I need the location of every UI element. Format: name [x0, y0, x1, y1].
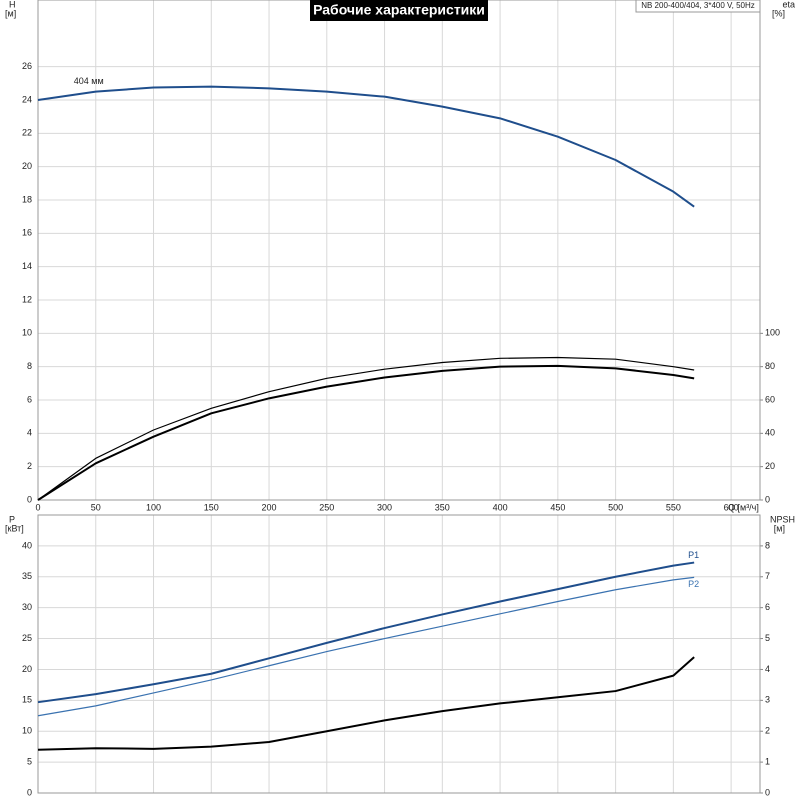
- y-tick-label: 12: [22, 294, 32, 304]
- y-tick-label: 4: [27, 428, 32, 438]
- y-axis-unit: [кВт]: [5, 523, 24, 533]
- x-tick-label: 0: [35, 502, 40, 512]
- x-tick-label: 400: [493, 502, 508, 512]
- y2-tick-label: 40: [765, 428, 775, 438]
- curve: [37, 85, 695, 208]
- x-tick-label: 600: [724, 502, 739, 512]
- y2-tick-label: 8: [765, 540, 770, 550]
- x-tick-label: 50: [91, 502, 101, 512]
- y2-axis-unit: [м]: [774, 523, 785, 533]
- y2-tick-label: 0: [765, 787, 770, 797]
- y2-tick-label: 20: [765, 461, 775, 471]
- model-label: NB 200-400/404, 3*400 V, 50Hz: [641, 1, 755, 10]
- y-tick-label: 35: [22, 571, 32, 581]
- y-tick-label: 5: [27, 756, 32, 766]
- y2-tick-label: 6: [765, 602, 770, 612]
- x-tick-label: 150: [204, 502, 219, 512]
- plot-frame: [37, 514, 761, 794]
- y-tick-label: 15: [22, 695, 32, 705]
- x-tick-label: 550: [666, 502, 681, 512]
- title-box: [310, 0, 488, 21]
- model-box: [635, 0, 761, 13]
- y-axis-label: H: [9, 0, 16, 9]
- y-axis-label: P: [9, 514, 15, 524]
- chart-title: Рабочие характеристики: [313, 2, 485, 18]
- y2-tick-label: 3: [765, 695, 770, 705]
- y-tick-label: 0: [27, 787, 32, 797]
- plot-frame: [37, 0, 761, 501]
- y-tick-label: 14: [22, 261, 32, 271]
- y2-axis-unit: [%]: [772, 8, 785, 18]
- y-tick-label: 18: [22, 194, 32, 204]
- y-tick-label: 20: [22, 664, 32, 674]
- curve: [37, 364, 695, 501]
- y-tick-label: 16: [22, 228, 32, 238]
- y2-tick-label: 4: [765, 664, 770, 674]
- y2-tick-label: 1: [765, 756, 770, 766]
- x-tick-label: 250: [319, 502, 334, 512]
- x-tick-label: 200: [262, 502, 277, 512]
- curve: [37, 561, 695, 704]
- y-tick-label: 0: [27, 494, 32, 504]
- y-tick-label: 30: [22, 602, 32, 612]
- y2-axis-label: eta: [782, 0, 795, 9]
- y-tick-label: 2: [27, 461, 32, 471]
- y2-tick-label: 7: [765, 571, 770, 581]
- x-tick-label: 300: [377, 502, 392, 512]
- x-tick-label: 500: [608, 502, 623, 512]
- y2-tick-label: 60: [765, 394, 775, 404]
- y2-tick-label: 0: [765, 494, 770, 504]
- x-tick-label: 350: [435, 502, 450, 512]
- y-tick-label: 24: [22, 94, 32, 104]
- y-axis-unit: [м]: [5, 8, 16, 18]
- curve: [37, 656, 695, 751]
- y-tick-label: 8: [27, 361, 32, 371]
- y2-tick-label: 100: [765, 328, 780, 338]
- y-tick-label: 26: [22, 61, 32, 71]
- curve-label: P2: [688, 579, 699, 589]
- x-axis-label: Q [м³/ч]: [728, 502, 759, 512]
- curve: [37, 356, 695, 501]
- curve-label: 404 мм: [74, 76, 104, 86]
- y-tick-label: 10: [22, 328, 32, 338]
- y2-axis-label: NPSH: [770, 514, 795, 524]
- y-tick-label: 20: [22, 161, 32, 171]
- curve: [37, 576, 695, 717]
- y2-tick-label: 80: [765, 361, 775, 371]
- curve-label: P1: [688, 550, 699, 560]
- y2-tick-label: 5: [765, 633, 770, 643]
- y-tick-label: 6: [27, 394, 32, 404]
- y-tick-label: 40: [22, 540, 32, 550]
- y-tick-label: 22: [22, 128, 32, 138]
- y-tick-label: 25: [22, 633, 32, 643]
- y-tick-label: 10: [22, 726, 32, 736]
- x-tick-label: 100: [146, 502, 161, 512]
- y2-tick-label: 2: [765, 726, 770, 736]
- x-tick-label: 450: [550, 502, 565, 512]
